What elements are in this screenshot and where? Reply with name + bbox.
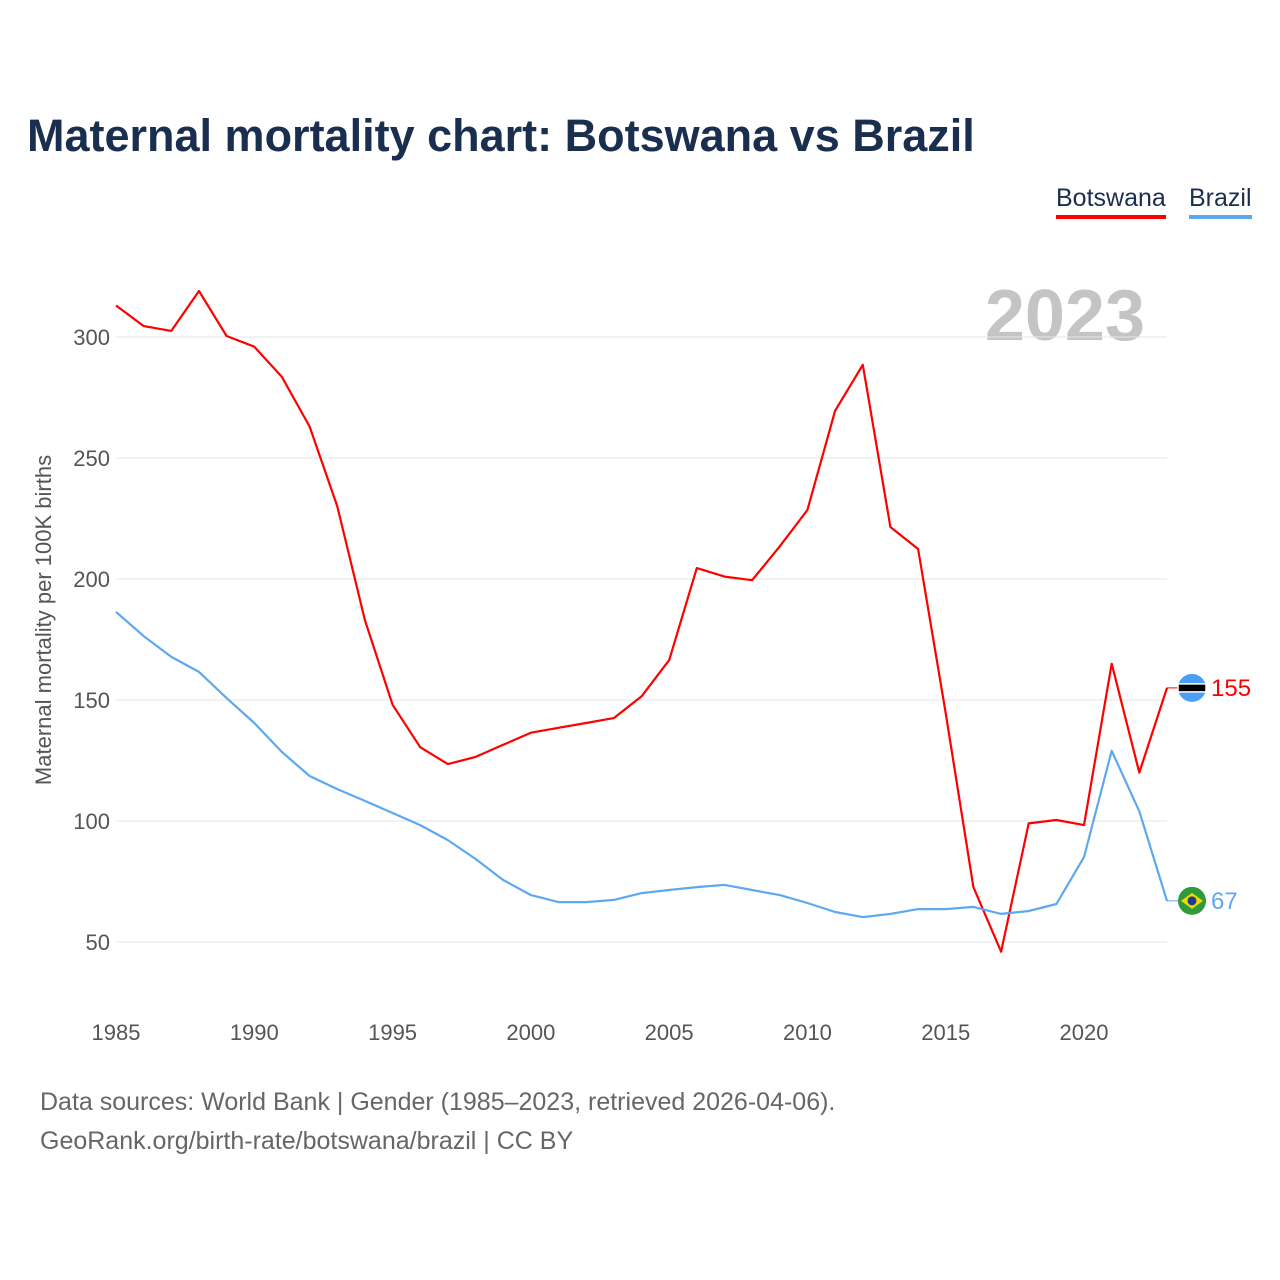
x-tick-label: 2000 (506, 1020, 555, 1045)
x-tick-label: 1995 (368, 1020, 417, 1045)
series-line-brazil (115, 611, 1169, 919)
source-line-1: Data sources: World Bank | Gender (1985–… (40, 1088, 836, 1116)
y-tick-label: 150 (73, 688, 110, 713)
y-tick-label: 300 (73, 325, 110, 350)
year-watermark: 2023 (985, 276, 1145, 356)
y-axis-label: Maternal mortality per 100K births (31, 455, 56, 785)
x-tick-label: 2020 (1060, 1020, 1109, 1045)
y-tick-label: 100 (73, 809, 110, 834)
end-value-label: 155 (1211, 675, 1251, 702)
flag-stripe (1177, 683, 1207, 693)
x-tick-label: 1985 (92, 1020, 141, 1045)
y-tick-label: 200 (73, 567, 110, 592)
chart-title: Maternal mortality chart: Botswana vs Br… (27, 110, 975, 161)
series-line-botswana (115, 289, 1169, 953)
x-tick-label: 1990 (230, 1020, 279, 1045)
y-tick-label: 250 (73, 446, 110, 471)
end-value-label: 67 (1211, 888, 1238, 915)
y-tick-label: 50 (86, 930, 110, 955)
x-tick-label: 2005 (645, 1020, 694, 1045)
legend-brazil[interactable]: Brazil (1189, 184, 1252, 219)
flag-globe (1187, 896, 1197, 906)
source-line-2[interactable]: GeoRank.org/birth-rate/botswana/brazil |… (40, 1127, 574, 1155)
x-tick-label: 2010 (783, 1020, 832, 1045)
legend-botswana[interactable]: Botswana (1056, 184, 1166, 219)
x-tick-label: 2015 (921, 1020, 970, 1045)
